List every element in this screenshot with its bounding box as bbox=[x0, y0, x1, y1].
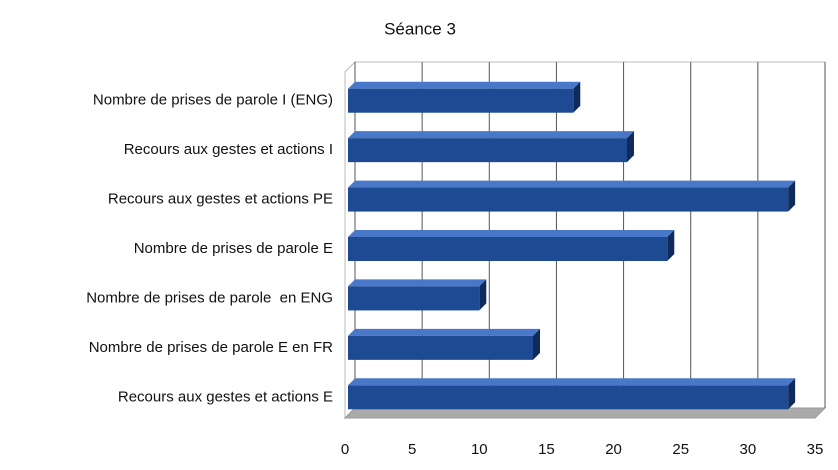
bar bbox=[348, 328, 540, 360]
y-tick-label: Recours aux gestes et actions I bbox=[124, 141, 333, 158]
bar-front bbox=[348, 237, 668, 261]
bar-front bbox=[348, 88, 574, 113]
bar bbox=[348, 230, 675, 261]
bar-front bbox=[348, 385, 789, 410]
bar bbox=[348, 279, 487, 311]
bar bbox=[348, 81, 581, 113]
x-tick-label: 25 bbox=[672, 441, 689, 458]
x-tick-label: 5 bbox=[408, 441, 416, 458]
bar bbox=[348, 131, 634, 163]
y-tick-label: Nombre de prises de parole I (ENG) bbox=[93, 92, 333, 109]
bar-end bbox=[788, 180, 796, 212]
bar-top bbox=[348, 328, 540, 336]
bar bbox=[348, 378, 796, 410]
floor bbox=[343, 407, 827, 419]
bar-front bbox=[348, 187, 789, 212]
bar-end bbox=[788, 378, 796, 410]
y-tick-label: Recours aux gestes et actions PE bbox=[108, 191, 333, 208]
bar-top bbox=[348, 279, 487, 287]
x-tick-label: 0 bbox=[341, 441, 349, 458]
y-tick-label: Nombre de prises de parole E en FR bbox=[89, 339, 333, 356]
x-tick-label: 10 bbox=[471, 441, 488, 458]
chart-title: Séance 3 bbox=[384, 19, 456, 38]
bar-end bbox=[479, 279, 487, 311]
bar-front bbox=[348, 335, 533, 360]
bar-front bbox=[348, 138, 627, 163]
bar-front bbox=[348, 286, 480, 311]
bar-end bbox=[573, 81, 581, 113]
x-tick-label: 30 bbox=[740, 441, 757, 458]
bar-end bbox=[627, 131, 634, 163]
bar-top bbox=[348, 131, 634, 139]
x-tick-label: 15 bbox=[538, 441, 555, 458]
bar bbox=[348, 180, 796, 212]
bar-top bbox=[348, 180, 796, 188]
y-tick-label: Nombre de prises de parole en ENG bbox=[86, 289, 333, 306]
y-tick-label: Nombre de prises de parole E bbox=[134, 240, 333, 257]
bar-end bbox=[667, 230, 675, 261]
bar-end bbox=[533, 328, 540, 360]
y-tick-label: Recours aux gestes et actions E bbox=[118, 388, 333, 405]
bar-top bbox=[348, 378, 796, 386]
x-tick-label: 35 bbox=[807, 441, 824, 458]
bar-top bbox=[348, 81, 581, 89]
x-tick-label: 20 bbox=[605, 441, 622, 458]
bar-top bbox=[348, 230, 675, 237]
